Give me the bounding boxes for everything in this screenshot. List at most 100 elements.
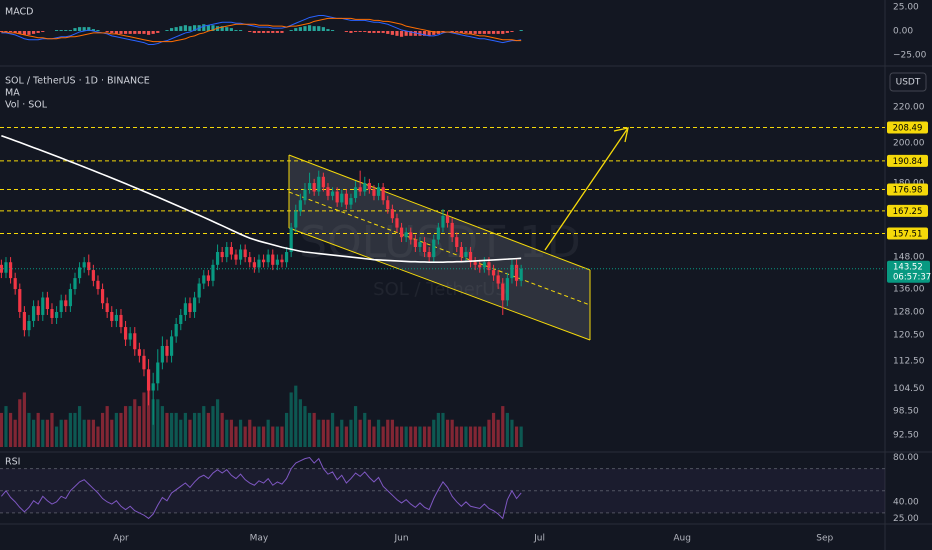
candle-body — [510, 264, 514, 279]
macd-histogram-bar — [77, 27, 82, 31]
candle-body — [441, 215, 445, 228]
volume-bar — [381, 426, 385, 447]
candle-body — [505, 278, 509, 301]
candle-body — [169, 336, 174, 356]
volume-bar — [464, 426, 468, 447]
volume-bar — [478, 426, 482, 447]
candle-body — [197, 283, 201, 298]
macd-histogram-bar — [344, 31, 348, 32]
macd-histogram-bar — [326, 29, 330, 31]
volume-bar — [91, 419, 95, 447]
volume-bar — [404, 426, 408, 447]
volume-bar — [64, 419, 68, 447]
macd-histogram-bar — [312, 26, 316, 31]
candle-body — [340, 193, 344, 203]
candle-body — [317, 176, 321, 192]
candle-body — [229, 246, 233, 255]
macd-histogram-bar — [464, 31, 468, 33]
candle-body — [363, 183, 367, 192]
candle-body — [478, 264, 482, 268]
volume-bar — [169, 412, 174, 447]
volume-bar — [418, 426, 422, 447]
macd-histogram-bar — [110, 31, 114, 33]
macd-histogram-bar — [395, 31, 399, 36]
volume-bar — [344, 426, 348, 447]
macd-histogram-bar — [409, 31, 413, 36]
candle-body — [376, 187, 381, 196]
macd-histogram-bar — [188, 26, 192, 31]
y-tick-label: 92.50 — [893, 430, 919, 440]
candle-body — [450, 222, 454, 238]
volume-bar — [459, 426, 463, 447]
volume-bar — [261, 426, 266, 447]
volume-bar — [482, 426, 486, 447]
volume-bar — [353, 406, 358, 447]
macd-histogram-bar — [261, 31, 266, 33]
macd-histogram-bar — [146, 31, 151, 35]
price-tag-label: 143.52 — [893, 263, 923, 273]
volume-bar — [372, 426, 376, 447]
y-tick-label: 148.00 — [893, 253, 925, 263]
y-tick-label: 128.00 — [893, 307, 925, 317]
volume-bar — [491, 412, 496, 447]
volume-bar — [110, 419, 114, 447]
channel-fill — [289, 155, 590, 340]
volume-bar — [321, 419, 325, 447]
currency-button[interactable] — [889, 72, 927, 92]
macd-histogram-bar — [41, 31, 45, 32]
volume-bar — [174, 412, 178, 447]
candle-body — [519, 268, 523, 281]
volume-bar — [376, 419, 381, 447]
macd-histogram-bar — [358, 31, 362, 32]
macd-histogram-bar — [87, 27, 91, 31]
candle-body — [73, 278, 77, 290]
y-tick-label: 112.50 — [893, 356, 925, 366]
level-tag-label: 208.49 — [893, 123, 923, 133]
macd-histogram-bar — [64, 30, 68, 31]
macd-histogram-bar — [307, 25, 312, 31]
volume-bar — [206, 412, 210, 447]
candle-body — [280, 259, 284, 263]
volume-bar — [386, 419, 390, 447]
candle-body — [174, 324, 178, 337]
volume-bar — [114, 412, 118, 447]
candle-body — [110, 311, 114, 321]
macd-histogram-bar — [491, 31, 496, 34]
candle-body — [4, 262, 8, 273]
macd-histogram-bar — [519, 30, 523, 31]
candle-body — [501, 283, 505, 301]
macd-histogram-bar — [169, 28, 174, 31]
candle-body — [321, 176, 325, 188]
candle-body — [206, 275, 210, 281]
volume-bar — [409, 426, 413, 447]
volume-bar — [413, 426, 417, 447]
macd-histogram-bar — [8, 31, 13, 32]
currency-label[interactable]: USDT — [896, 78, 921, 88]
macd-histogram-bar — [303, 26, 307, 31]
candle-body — [427, 252, 431, 258]
rsi-line — [0, 456, 522, 520]
y-tick-label: 200.00 — [893, 139, 925, 149]
candle-body — [464, 252, 468, 258]
macd-histogram-bar — [174, 27, 178, 31]
y-tick-label: 104.50 — [893, 384, 925, 394]
candle-body — [234, 254, 238, 260]
macd-histogram-bar — [73, 28, 77, 31]
candle-body — [491, 270, 496, 276]
volume-bar — [197, 412, 201, 447]
candle-body — [459, 246, 463, 258]
candle-body — [146, 369, 151, 391]
candle-body — [156, 362, 160, 384]
volume-bar — [4, 406, 8, 447]
macd-histogram-bar — [482, 31, 486, 34]
candle-body — [8, 262, 13, 279]
candle-body — [96, 280, 100, 290]
volume-bar — [307, 412, 312, 447]
macd-histogram-bar — [478, 31, 482, 34]
volume-bar — [271, 426, 275, 447]
volume-bar — [501, 406, 505, 447]
macd-histogram-bar — [13, 31, 17, 33]
volume-bar — [275, 426, 279, 447]
volume-bar — [436, 412, 440, 447]
